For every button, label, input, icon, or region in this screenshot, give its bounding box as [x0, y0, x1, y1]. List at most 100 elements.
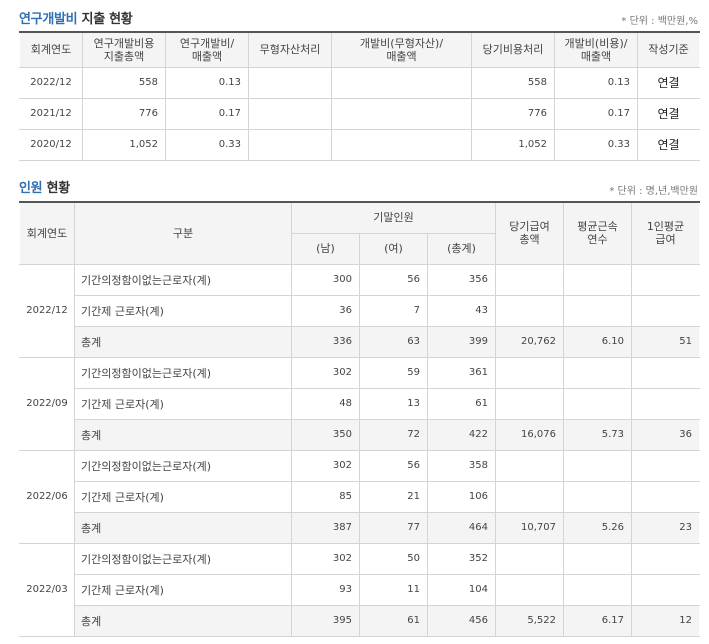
hr-cell: 72: [359, 418, 428, 451]
hr-cell: 56: [359, 263, 428, 296]
hr-cell: [495, 356, 564, 389]
hr-cell-category: 기간제 근로자(계): [74, 480, 292, 513]
rd-table: 회계연도 연구개발비용 지출총액 연구개발비/매출액 무형자산처리 개발비(무형자산)/매…: [19, 31, 700, 161]
hr-cell-category: 총계: [74, 325, 292, 358]
hr-cell: [563, 449, 632, 482]
hr-cell: 302: [291, 356, 360, 389]
hr-cell: [631, 480, 700, 513]
rd-cell: 0.33: [554, 128, 638, 161]
hr-cell: [631, 449, 700, 482]
hr-cell: 6.17: [563, 604, 632, 637]
hr-row: 2022/12 기간의정함이없는근로자(계) 300 56 356: [19, 263, 700, 358]
rd-header-6: 개발비(비용)/매출액: [554, 31, 638, 68]
hr-cell: 50: [359, 542, 428, 575]
rd-cell: 연결: [637, 66, 700, 99]
hr-header-year: 회계연도: [19, 201, 75, 265]
hr-cell: [495, 294, 564, 327]
hr-cell-category: 총계: [74, 418, 292, 451]
rd-section-title: 연구개발비 지출 현황: [19, 8, 133, 27]
hr-cell: 13: [359, 387, 428, 420]
rd-cell: 1,052: [82, 128, 166, 161]
hr-cell: 43: [427, 294, 496, 327]
hr-cell-category: 기간의정함이없는근로자(계): [74, 356, 292, 389]
rd-header-4: 개발비(무형자산)/매출액: [331, 31, 472, 68]
hr-row: 2022/09 기간의정함이없는근로자(계) 302 59 361: [19, 356, 700, 451]
rd-cell: [331, 97, 472, 130]
hr-cell: 61: [359, 604, 428, 637]
hr-header-male: (남): [291, 232, 360, 265]
hr-cell: [563, 356, 632, 389]
hr-row: 기간제 근로자(계) 85 21 106: [20, 480, 700, 513]
rd-row: 2022/12 558 0.13 558 0.13 연결: [19, 66, 700, 99]
rd-cell: [248, 66, 332, 99]
hr-cell: [563, 263, 632, 296]
rd-cell: [248, 97, 332, 130]
hr-unit-note: * 단위 : 명,년,백만원: [609, 186, 698, 197]
hr-cell-category: 기간의정함이없는근로자(계): [74, 542, 292, 575]
hr-cell: 48: [291, 387, 360, 420]
hr-cell: 63: [359, 325, 428, 358]
hr-cell: [631, 294, 700, 327]
hr-cell: [495, 480, 564, 513]
hr-row: 기간제 근로자(계) 36 7 43: [20, 294, 700, 327]
hr-cell-year: 2022/03: [19, 542, 75, 637]
hr-cell: [495, 542, 564, 575]
hr-cell: 20,762: [495, 325, 564, 358]
hr-cell: 93: [291, 573, 360, 606]
hr-header-pay: 당기급여 총액: [495, 201, 564, 265]
hr-total-row: 총계 350 72 422 16,076 5.73 36: [20, 418, 700, 451]
hr-cell: [563, 480, 632, 513]
hr-cell-category: 기간제 근로자(계): [74, 573, 292, 606]
hr-cell: 10,707: [495, 511, 564, 544]
hr-cell: [563, 387, 632, 420]
hr-header-end-staff: 기말인원: [291, 201, 496, 234]
rd-header-1: 연구개발비용 지출총액: [82, 31, 166, 68]
hr-cell-year: 2022/06: [19, 449, 75, 544]
hr-cell-year: 2022/09: [19, 356, 75, 451]
hr-cell: 104: [427, 573, 496, 606]
rd-cell: [331, 66, 472, 99]
hr-cell: 21: [359, 480, 428, 513]
rd-header-3: 무형자산처리: [248, 31, 332, 68]
hr-cell: 361: [427, 356, 496, 389]
hr-cell: 16,076: [495, 418, 564, 451]
hr-header-category: 구분: [74, 201, 292, 265]
hr-cell-year: 2022/12: [19, 263, 75, 358]
rd-cell: 0.33: [165, 128, 249, 161]
rd-cell-year: 2022/12: [19, 66, 83, 99]
hr-cell: 5.73: [563, 418, 632, 451]
hr-cell: [563, 542, 632, 575]
rd-cell: [331, 128, 472, 161]
rd-cell: 558: [471, 66, 555, 99]
hr-cell: 350: [291, 418, 360, 451]
hr-cell: 59: [359, 356, 428, 389]
hr-cell: 5.26: [563, 511, 632, 544]
hr-cell-category: 총계: [74, 604, 292, 637]
hr-cell: [495, 263, 564, 296]
hr-cell-category: 기간의정함이없는근로자(계): [74, 263, 292, 296]
hr-cell: 23: [631, 511, 700, 544]
hr-cell: 51: [631, 325, 700, 358]
hr-cell: 399: [427, 325, 496, 358]
rd-header-0: 회계연도: [19, 31, 83, 68]
rd-header-5: 당기비용처리: [471, 31, 555, 68]
hr-cell: 77: [359, 511, 428, 544]
hr-table: 회계연도 구분 기말인원 당기급여 총액 평균근속 연수 1인평균 급여 (남) (여…: [19, 201, 700, 637]
rd-cell: [248, 128, 332, 161]
hr-cell: 106: [427, 480, 496, 513]
rd-cell: 0.13: [165, 66, 249, 99]
hr-total-row: 총계 395 61 456 5,522 6.17 12: [20, 604, 700, 637]
hr-cell: [631, 387, 700, 420]
rd-row: 2021/12 776 0.17 776 0.17 연결: [19, 97, 700, 130]
hr-cell-category: 기간제 근로자(계): [74, 387, 292, 420]
hr-cell: 61: [427, 387, 496, 420]
hr-cell: 5,522: [495, 604, 564, 637]
hr-cell: 358: [427, 449, 496, 482]
hr-header-tenure: 평균근속 연수: [563, 201, 632, 265]
hr-cell: 12: [631, 604, 700, 637]
hr-cell: 395: [291, 604, 360, 637]
hr-cell: [495, 387, 564, 420]
hr-title-accent: 인원: [19, 181, 43, 196]
rd-cell: 558: [82, 66, 166, 99]
hr-cell: 387: [291, 511, 360, 544]
